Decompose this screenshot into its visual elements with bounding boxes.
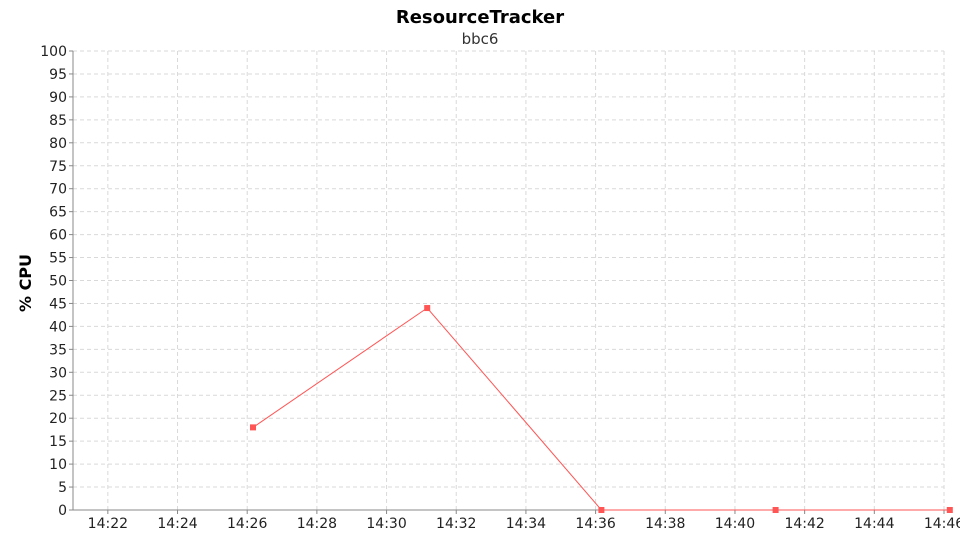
- y-tick-label: 5: [58, 480, 67, 496]
- data-point: [250, 424, 257, 431]
- data-point: [598, 507, 605, 513]
- data-point: [772, 507, 779, 513]
- x-tick-label: 14:40: [715, 516, 755, 532]
- y-tick-label: 45: [49, 296, 67, 312]
- x-axis-ticks: 14:22 14:24 14:26 14:28 14:30 14:32 14:34 14:36…: [88, 510, 960, 532]
- chart-title: ResourceTracker: [396, 7, 564, 28]
- y-tick-label: 15: [49, 434, 67, 450]
- y-axis-label: % CPU: [16, 254, 35, 312]
- y-tick-label: 55: [49, 251, 67, 267]
- x-tick-label: 14:38: [645, 516, 685, 532]
- y-tick-label: 60: [49, 228, 67, 244]
- y-tick-label: 20: [49, 411, 67, 427]
- x-tick-label: 14:36: [575, 516, 615, 532]
- x-tick-label: 14:30: [366, 516, 406, 532]
- y-tick-label: 35: [49, 342, 67, 358]
- data-point: [946, 507, 953, 513]
- y-axis-ticks: 0 5 10 15 20 25 30 35 40 45 50 55 60 65 70 75 80 85 90 95 10…: [40, 44, 73, 519]
- y-tick-label: 25: [49, 388, 67, 404]
- y-tick-label: 40: [49, 319, 67, 335]
- y-tick-label: 85: [49, 113, 67, 129]
- y-tick-label: 10: [49, 457, 67, 473]
- y-tick-label: 70: [49, 182, 67, 198]
- series-line: [252, 307, 950, 511]
- x-tick-label: 14:44: [854, 516, 894, 532]
- y-tick-label: 80: [49, 136, 67, 152]
- y-tick-label: 50: [49, 274, 67, 290]
- y-tick-label: 65: [49, 205, 67, 221]
- data-point: [424, 305, 431, 312]
- x-tick-label: 14:26: [227, 516, 267, 532]
- x-tick-label: 14:46: [924, 516, 960, 532]
- chart-subtitle: bbc6: [462, 30, 499, 48]
- y-tick-label: 100: [40, 44, 67, 60]
- x-tick-label: 14:28: [297, 516, 337, 532]
- y-tick-label: 90: [49, 90, 67, 106]
- y-tick-label: 75: [49, 159, 67, 175]
- x-tick-label: 14:22: [88, 516, 128, 532]
- y-tick-label: 0: [58, 503, 67, 519]
- grid: [73, 50, 945, 510]
- x-tick-label: 14:24: [157, 516, 197, 532]
- series-layer: [250, 305, 953, 513]
- y-tick-label: 30: [49, 365, 67, 381]
- x-tick-label: 14:42: [784, 516, 824, 532]
- y-tick-label: 95: [49, 67, 67, 83]
- x-tick-label: 14:34: [506, 516, 546, 532]
- x-tick-label: 14:32: [436, 516, 476, 532]
